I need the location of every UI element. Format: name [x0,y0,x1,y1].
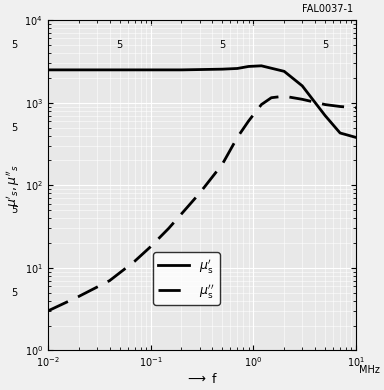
$\mu^{\prime\prime}_{\rm s}$ [166,226,171,231]
Text: MHz: MHz [359,365,380,375]
$\mu^{\prime}_{\rm s}$ [338,131,343,135]
Text: 5: 5 [11,122,17,133]
Text: 5: 5 [11,205,17,215]
Line: $\mu^{\prime}_{\rm s}$: $\mu^{\prime}_{\rm s}$ [48,66,356,137]
$\mu^{\prime}_{\rm s}$ [76,67,81,72]
$\mu^{\prime}_{\rm s}$ [282,69,286,74]
Text: 5: 5 [322,40,328,50]
$\mu^{\prime}_{\rm s}$ [148,67,153,72]
$\mu^{\prime\prime}_{\rm s}$ [148,245,153,249]
Text: 5: 5 [11,40,17,50]
$\mu^{\prime}_{\rm s}$ [300,83,305,88]
$\mu^{\prime\prime}_{\rm s}$ [179,211,184,216]
$\mu^{\prime}_{\rm s}$ [179,67,184,72]
$\mu^{\prime\prime}_{\rm s}$ [220,162,225,167]
$\mu^{\prime}_{\rm s}$ [220,67,225,71]
Text: 5: 5 [116,40,123,50]
$\mu^{\prime\prime}_{\rm s}$ [269,96,274,100]
$\mu^{\prime\prime}_{\rm s}$ [259,102,264,107]
$\mu^{\prime}_{\rm s}$ [246,64,251,69]
$\mu^{\prime\prime}_{\rm s}$ [45,308,50,313]
$\mu^{\prime\prime}_{\rm s}$ [338,104,343,109]
$\mu^{\prime\prime}_{\rm s}$ [235,135,240,140]
$\mu^{\prime\prime}_{\rm s}$ [246,119,251,123]
X-axis label: $\longrightarrow$ f: $\longrightarrow$ f [185,372,218,386]
Text: FAL0037-1: FAL0037-1 [302,4,353,14]
Text: 5: 5 [11,288,17,298]
$\mu^{\prime}_{\rm s}$ [354,135,358,140]
$\mu^{\prime\prime}_{\rm s}$ [132,259,137,264]
$\mu^{\prime}_{\rm s}$ [259,64,264,68]
Y-axis label: $\mu'_s, \mu''_s$: $\mu'_s, \mu''_s$ [4,164,22,207]
Line: $\mu^{\prime\prime}_{\rm s}$: $\mu^{\prime\prime}_{\rm s}$ [48,96,356,311]
$\mu^{\prime}_{\rm s}$ [235,66,240,71]
Text: 5: 5 [219,40,225,50]
$\mu^{\prime\prime}_{\rm s}$ [354,105,358,110]
$\mu^{\prime\prime}_{\rm s}$ [282,94,286,99]
$\mu^{\prime\prime}_{\rm s}$ [108,278,112,283]
$\mu^{\prime}_{\rm s}$ [323,113,328,118]
$\mu^{\prime\prime}_{\rm s}$ [300,97,305,102]
$\mu^{\prime}_{\rm s}$ [45,67,50,72]
$\mu^{\prime\prime}_{\rm s}$ [197,191,202,196]
$\mu^{\prime}_{\rm s}$ [117,67,122,72]
Legend: $\mu^{\prime}_{\rm s}$, $\mu^{\prime\prime}_{\rm s}$: $\mu^{\prime}_{\rm s}$, $\mu^{\prime\pri… [153,252,220,305]
$\mu^{\prime\prime}_{\rm s}$ [323,102,328,107]
$\mu^{\prime\prime}_{\rm s}$ [76,294,81,299]
